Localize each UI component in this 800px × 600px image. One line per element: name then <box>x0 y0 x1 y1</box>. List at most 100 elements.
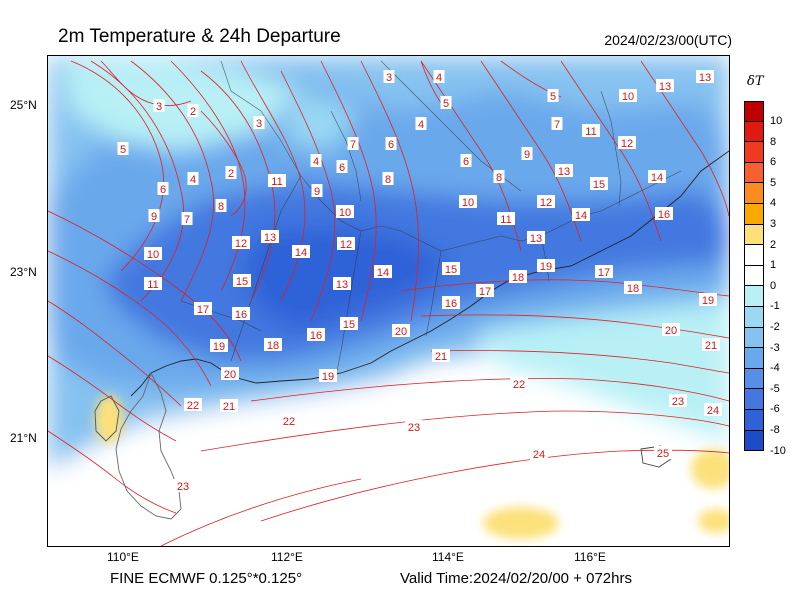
colorbar-label: -8 <box>770 424 780 436</box>
svg-text:13: 13 <box>336 279 348 291</box>
svg-text:15: 15 <box>236 276 248 288</box>
contour-label: 11 <box>268 174 286 188</box>
contour-label: 12 <box>232 236 250 250</box>
svg-text:8: 8 <box>496 172 502 184</box>
colorbar-label: -2 <box>770 321 780 333</box>
svg-text:10: 10 <box>462 197 474 209</box>
contour-label: 8 <box>215 199 227 213</box>
contour-label: 5 <box>117 142 129 156</box>
contour-label: 5 <box>440 96 452 110</box>
contour-label: 2 <box>225 166 237 180</box>
lon-label-114e: 114°E <box>432 550 464 564</box>
contour-label: 10 <box>336 205 354 219</box>
model-resolution-label: FINE ECMWF 0.125°*0.125° <box>110 570 303 587</box>
contour-label: 18 <box>509 270 527 284</box>
contour-label: 12 <box>537 195 555 209</box>
svg-text:13: 13 <box>558 166 570 178</box>
colorbar-label: -6 <box>770 403 780 416</box>
svg-text:15: 15 <box>445 264 457 276</box>
colorbar-label: -10 <box>770 444 786 457</box>
contour-label: 15 <box>590 177 608 191</box>
contour-label: 8 <box>493 170 505 184</box>
svg-text:16: 16 <box>235 309 247 321</box>
contour-label: 19 <box>210 339 228 353</box>
colorbar-label: 6 <box>770 156 777 169</box>
contour-label: 18 <box>624 281 642 295</box>
colorbar <box>744 101 764 452</box>
contour-label: 15 <box>233 274 251 288</box>
contour-label: 8 <box>382 172 394 186</box>
svg-text:16: 16 <box>445 298 457 310</box>
contour-label: 17 <box>476 284 494 298</box>
colorbar-label: 0 <box>770 279 777 292</box>
colorbar-label: 1 <box>770 259 777 272</box>
contour-label: 9 <box>148 209 160 223</box>
colorbar-label: -1 <box>770 300 780 313</box>
contour-label: 19 <box>537 259 555 273</box>
contour-label: 16 <box>442 296 460 310</box>
svg-text:17: 17 <box>598 267 610 279</box>
svg-text:4: 4 <box>190 174 196 186</box>
contour-label: 21 <box>432 349 450 363</box>
contour-label: 6 <box>460 154 472 168</box>
contour-label: 24 <box>530 447 548 461</box>
contour-label: 13 <box>656 79 674 93</box>
svg-text:3: 3 <box>386 72 392 84</box>
svg-text:24: 24 <box>707 405 719 417</box>
svg-text:19: 19 <box>322 371 334 383</box>
contour-label: 4 <box>310 154 322 168</box>
lon-label-110e: 110°E <box>107 550 139 564</box>
contour-label: 13 <box>333 277 351 291</box>
contour-label: 22 <box>510 377 528 391</box>
colorbar-label: 8 <box>770 135 777 148</box>
contour-label: 13 <box>555 164 573 178</box>
contour-label: 23 <box>669 394 687 408</box>
svg-text:18: 18 <box>267 340 279 352</box>
svg-text:8: 8 <box>385 174 391 186</box>
contour-label: 6 <box>336 160 348 174</box>
svg-text:4: 4 <box>436 72 442 84</box>
svg-text:12: 12 <box>621 138 633 150</box>
contour-label: 23 <box>405 420 423 434</box>
contour-label: 7 <box>181 212 193 226</box>
contour-label: 22 <box>280 414 298 428</box>
colorbar-label: 5 <box>770 176 777 189</box>
contour-label: 6 <box>385 137 397 151</box>
svg-text:11: 11 <box>147 279 158 291</box>
forecast-datetime: 2024/02/23/00(UTC) <box>604 32 732 48</box>
svg-text:19: 19 <box>702 295 714 307</box>
contour-label: 16 <box>655 207 673 221</box>
coastline <box>94 150 729 520</box>
colorbar-label: 3 <box>770 218 777 230</box>
colorbar-swatch <box>744 224 764 246</box>
contour-label: 24 <box>704 403 722 417</box>
svg-text:18: 18 <box>512 272 524 284</box>
map-panel: 3 2 3 5 4 2 4 7 6 3 4 5 4 5 10 13 13 6 7 8 9 11 9 6 8 6 8 9 7 11 12 13 1… <box>47 55 730 547</box>
svg-text:9: 9 <box>314 186 320 198</box>
contour-label: 14 <box>374 265 392 279</box>
svg-text:23: 23 <box>177 481 189 493</box>
svg-text:2: 2 <box>228 168 234 180</box>
svg-text:22: 22 <box>513 379 525 391</box>
lat-label-25n: 25°N <box>10 98 37 112</box>
colorbar-swatch <box>744 121 764 143</box>
svg-text:20: 20 <box>224 369 236 381</box>
svg-text:13: 13 <box>530 233 542 245</box>
contour-label: 23 <box>174 479 192 493</box>
colorbar-swatch <box>744 142 764 163</box>
svg-text:5: 5 <box>120 144 126 156</box>
svg-text:11: 11 <box>585 126 596 138</box>
svg-text:3: 3 <box>256 118 262 130</box>
contour-label: 14 <box>648 170 666 184</box>
contour-label: 14 <box>292 245 310 259</box>
svg-text:6: 6 <box>160 184 166 196</box>
contour-label: 12 <box>618 136 636 150</box>
svg-text:15: 15 <box>593 179 605 191</box>
svg-text:10: 10 <box>339 207 351 219</box>
svg-text:21: 21 <box>223 401 235 413</box>
contour-label: 2 <box>187 104 199 118</box>
colorbar-swatch <box>744 389 764 410</box>
svg-text:14: 14 <box>377 267 389 279</box>
contour-label: 16 <box>232 307 250 321</box>
